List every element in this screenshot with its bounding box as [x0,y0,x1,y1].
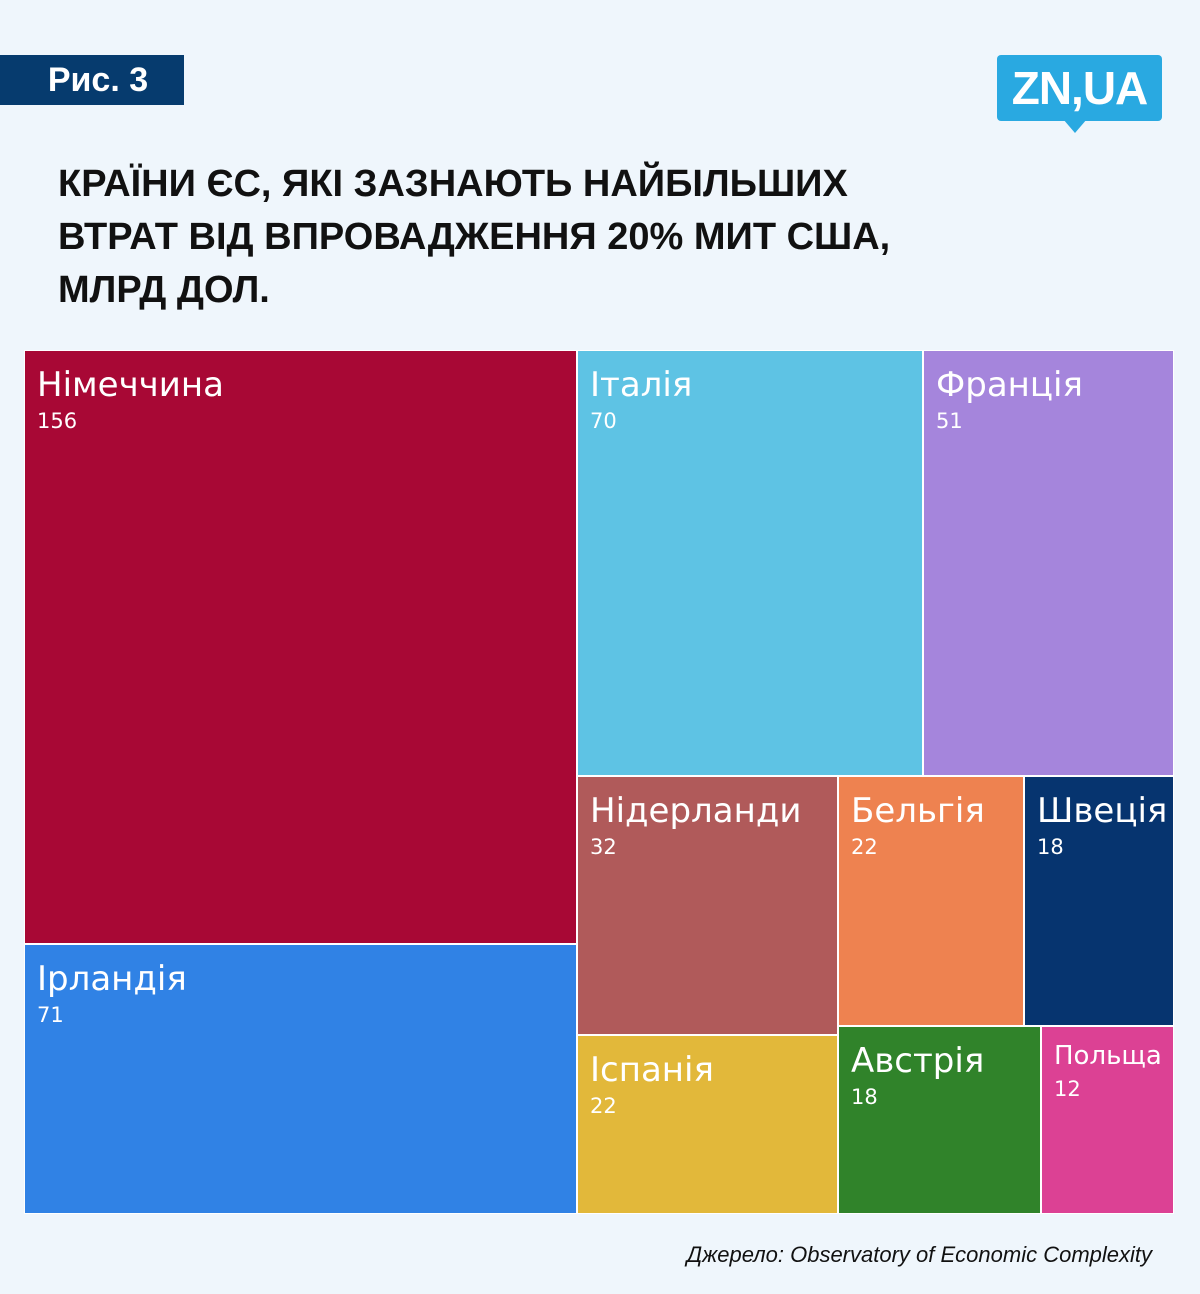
tile-value-germany: 156 [37,409,78,433]
tile-label-sweden: Швеція [1037,791,1168,831]
tile-label-poland: Польща [1054,1041,1162,1071]
tile-label-ireland: Ірландія [37,959,187,999]
tile-label-italy: Італія [590,365,693,405]
figure-badge: Рис. 3 [0,55,184,105]
source-note: Джерело: Observatory of Economic Complex… [686,1242,1152,1267]
zn-ua-logo: ZN,UA [997,55,1162,133]
tile-label-belgium: Бельгія [851,791,985,831]
tile-germany: Німеччина 156 [24,350,577,944]
tile-value-france: 51 [936,409,963,433]
tile-label-spain: Іспанія [590,1050,714,1090]
logo-text: ZN,UA [997,55,1162,121]
chart-title-line-3: МЛРД ДОЛ. [58,269,270,311]
tile-label-netherlands: Нідерланди [590,791,802,831]
tile-poland: Польща 12 [1041,1026,1174,1214]
tile-italy: Італія 70 [577,350,923,776]
tile-sweden: Швеція 18 [1024,776,1174,1026]
tile-value-belgium: 22 [851,835,878,859]
tile-value-spain: 22 [590,1094,617,1118]
tile-value-sweden: 18 [1037,835,1064,859]
chart-title-line-2: ВТРАТ ВІД ВПРОВАДЖЕННЯ 20% МИТ США, [58,216,891,258]
tile-ireland: Ірландія 71 [24,944,577,1214]
tile-austria: Австрія 18 [838,1026,1041,1214]
tile-value-ireland: 71 [37,1003,64,1027]
tile-netherlands: Нідерланди 32 [577,776,838,1035]
tile-france: Франція 51 [923,350,1174,776]
tile-label-austria: Австрія [851,1041,985,1081]
logo-speech-tail [1063,119,1087,133]
tile-value-austria: 18 [851,1085,878,1109]
tile-belgium: Бельгія 22 [838,776,1024,1026]
tile-label-france: Франція [936,365,1083,405]
tile-value-netherlands: 32 [590,835,617,859]
chart-title: КРАЇНИ ЄС, ЯКІ ЗАЗНАЮТЬ НАЙБІЛЬШИХ ВТРАТ… [58,158,1058,317]
tile-value-italy: 70 [590,409,617,433]
chart-title-line-1: КРАЇНИ ЄС, ЯКІ ЗАЗНАЮТЬ НАЙБІЛЬШИХ [58,163,848,205]
tile-value-poland: 12 [1054,1077,1081,1101]
tile-spain: Іспанія 22 [577,1035,838,1214]
treemap-chart: Німеччина 156 Ірландія 71 Італія 70 Франція 51 Н… [24,350,1174,1214]
tile-label-germany: Німеччина [37,365,224,405]
